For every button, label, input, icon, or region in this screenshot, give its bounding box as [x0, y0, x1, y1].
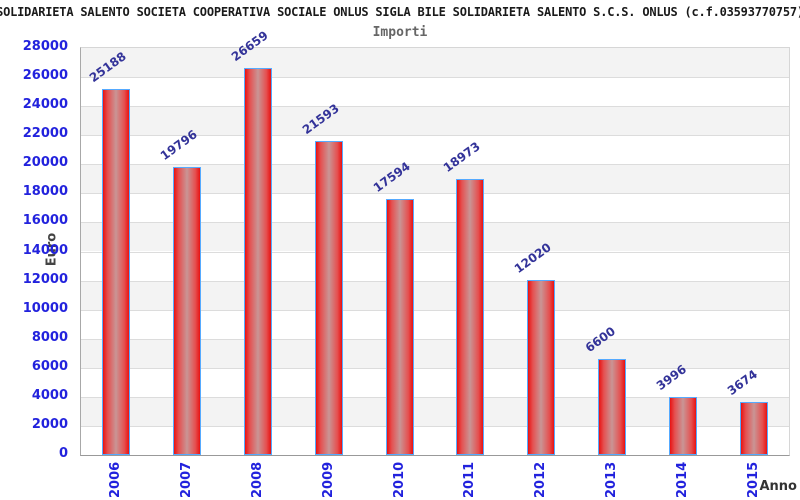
- x-tick-label: 2010: [391, 461, 407, 498]
- x-tick-label: 2008: [250, 461, 265, 498]
- y-tick-label: 20000: [22, 155, 68, 171]
- gridline: [81, 309, 789, 311]
- plot-band: [81, 106, 789, 136]
- gridline: [81, 193, 789, 195]
- y-tick-label: 26000: [22, 68, 68, 84]
- bar-2007: [173, 167, 202, 455]
- x-tick-label: 2013: [604, 461, 619, 498]
- bar-2011: [456, 179, 485, 455]
- plot-band: [81, 77, 789, 107]
- y-tick-label: 16000: [22, 213, 68, 229]
- y-tick-label: 2000: [31, 416, 68, 432]
- gridline: [81, 396, 789, 398]
- gridline: [81, 77, 789, 79]
- bar-2014: [668, 396, 697, 455]
- plot-band: [81, 48, 789, 78]
- bar-2012: [527, 280, 556, 455]
- gridline: [81, 280, 789, 282]
- y-tick-label: 8000: [31, 329, 68, 345]
- x-tick-label: 2006: [108, 461, 124, 498]
- y-tick-label: 12000: [22, 271, 68, 287]
- gridline: [81, 106, 789, 108]
- x-axis-title: Anno: [759, 479, 797, 494]
- bar-2013: [598, 359, 626, 455]
- gridline: [81, 135, 789, 137]
- y-tick-label: 6000: [31, 358, 68, 374]
- x-tick-label: 2011: [462, 461, 478, 498]
- gridline: [81, 251, 789, 253]
- gridline: [81, 425, 789, 427]
- bar-2015: [739, 401, 768, 455]
- bar-2008: [244, 67, 272, 455]
- x-tick-label: 2012: [533, 461, 549, 498]
- chart-subtitle: Importi: [372, 25, 428, 40]
- x-tick-label: 2007: [179, 461, 195, 498]
- y-tick-label: 10000: [22, 300, 68, 316]
- gridline: [81, 367, 789, 369]
- bar-2006: [102, 88, 131, 455]
- bar-2010: [385, 199, 414, 455]
- y-tick-label: 18000: [22, 184, 68, 200]
- y-tick-label: 28000: [22, 39, 68, 54]
- gridline: [81, 164, 789, 166]
- x-tick-label: 2014: [674, 461, 690, 498]
- y-tick-label: 22000: [22, 126, 68, 142]
- plot-band: [81, 135, 789, 165]
- y-tick-label: 14000: [22, 242, 68, 258]
- chart-title: SOLIDARIETA SALENTO SOCIETA COOPERATIVA …: [0, 5, 800, 19]
- y-tick-label: 4000: [31, 387, 68, 403]
- y-tick-label: 24000: [22, 97, 68, 113]
- y-tick-label: 0: [58, 446, 68, 461]
- x-tick-label: 2009: [320, 461, 336, 498]
- plot-area: 25188 19796 26659 21593 17594 18973 12020 6600 3…: [80, 28, 790, 456]
- gridline: [81, 338, 789, 340]
- gridline: [81, 222, 789, 224]
- bar-2009: [314, 141, 343, 455]
